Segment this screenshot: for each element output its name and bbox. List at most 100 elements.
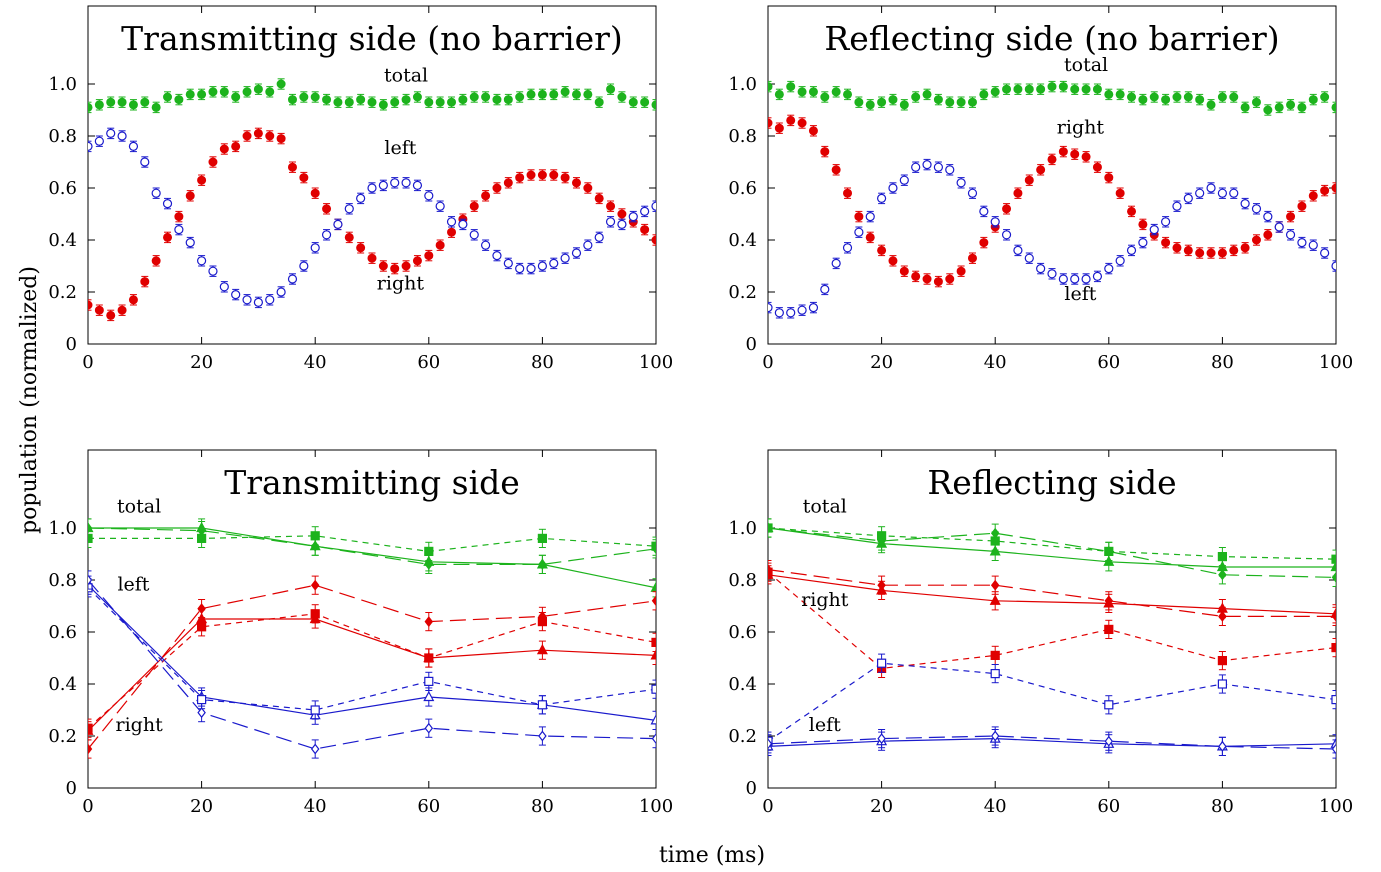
data-point xyxy=(197,175,207,185)
data-point xyxy=(843,89,853,99)
series-left xyxy=(768,158,1336,319)
data-point xyxy=(322,204,332,214)
data-point xyxy=(594,232,604,242)
data-point xyxy=(1331,694,1336,705)
series-left-diamond xyxy=(768,726,1336,759)
chart-panel-3: 0 20 40 60 80 100 0 0.2 0.4 0.6 0.8 1.0 Transmitting… xyxy=(48,449,673,817)
data-point xyxy=(877,579,886,591)
annotation-right: right xyxy=(801,589,849,611)
data-point xyxy=(797,118,807,128)
data-point xyxy=(424,546,434,557)
data-point xyxy=(1183,193,1193,203)
data-point xyxy=(1217,551,1228,562)
data-point xyxy=(1149,225,1159,235)
data-point xyxy=(344,97,354,107)
x-tick-label: 80 xyxy=(531,352,554,373)
data-point xyxy=(242,131,252,141)
plot-area xyxy=(768,80,1336,319)
data-point xyxy=(1286,212,1296,222)
data-point xyxy=(1104,624,1114,635)
data-point xyxy=(1172,243,1182,253)
data-point xyxy=(560,173,570,183)
data-point xyxy=(151,102,161,112)
series-total-diamond xyxy=(768,518,1336,587)
data-point xyxy=(820,147,830,157)
data-point xyxy=(197,603,206,615)
data-point xyxy=(1251,204,1262,214)
data-point xyxy=(617,209,627,219)
data-point xyxy=(820,92,830,102)
data-point xyxy=(650,649,656,660)
series-line xyxy=(768,574,1336,615)
x-tick-label: 40 xyxy=(304,352,327,373)
data-point xyxy=(310,743,320,755)
data-point xyxy=(424,722,434,734)
x-tick-label: 20 xyxy=(190,352,213,373)
data-point xyxy=(185,191,195,201)
data-point xyxy=(956,97,966,107)
data-point xyxy=(321,230,332,240)
data-point xyxy=(299,173,309,183)
data-point xyxy=(128,100,138,110)
plot-area xyxy=(88,78,656,322)
data-point xyxy=(1217,188,1228,198)
data-point xyxy=(922,160,932,170)
data-point xyxy=(1081,274,1091,284)
data-point xyxy=(515,92,525,102)
series-total-triangle xyxy=(768,518,1336,577)
data-point xyxy=(876,658,887,668)
data-point xyxy=(911,162,921,172)
data-point xyxy=(945,165,955,175)
data-point xyxy=(1251,235,1261,245)
chart-title: Transmitting side xyxy=(224,463,520,502)
x-tick-label: 0 xyxy=(762,352,773,373)
data-point xyxy=(1263,230,1273,240)
data-point xyxy=(990,650,1000,661)
data-point xyxy=(1047,269,1057,279)
data-point xyxy=(310,243,320,253)
data-point xyxy=(1240,102,1250,112)
data-point xyxy=(197,622,207,632)
data-point xyxy=(1047,154,1057,164)
data-point xyxy=(1104,545,1114,557)
data-point xyxy=(1104,700,1114,710)
series-line xyxy=(88,535,656,553)
data-point xyxy=(253,84,263,94)
data-point xyxy=(820,284,830,294)
y-tick-label: 0.4 xyxy=(48,230,77,251)
data-point xyxy=(990,579,1000,591)
series-left-triangle xyxy=(768,729,1336,756)
data-point xyxy=(492,183,502,193)
data-point xyxy=(640,225,650,235)
chart-panel-2: 0 20 40 60 80 100 0 0.2 0.4 0.6 0.8 1.0 Reflecting s… xyxy=(728,5,1353,373)
data-point xyxy=(1286,100,1296,110)
data-point xyxy=(538,558,547,570)
data-point xyxy=(945,97,955,107)
data-point xyxy=(1218,610,1227,622)
series-right-triangle xyxy=(768,565,1336,624)
data-point xyxy=(967,188,978,198)
data-point xyxy=(899,100,909,110)
data-point xyxy=(1251,97,1261,107)
y-tick-label: 0 xyxy=(66,334,77,355)
data-point xyxy=(1217,679,1228,689)
data-point xyxy=(1160,217,1171,227)
series-left-diamond xyxy=(88,570,656,759)
data-point xyxy=(640,206,650,216)
y-tick-label: 0.6 xyxy=(728,622,757,643)
data-point xyxy=(458,219,468,229)
data-point xyxy=(651,235,656,245)
data-point xyxy=(367,97,377,107)
data-point xyxy=(786,308,796,318)
data-point xyxy=(606,84,616,94)
data-point xyxy=(990,217,1000,227)
data-point xyxy=(651,733,656,745)
data-point xyxy=(583,183,593,193)
data-point xyxy=(538,610,547,622)
series-left-square xyxy=(88,578,656,720)
data-point xyxy=(1013,245,1023,255)
data-point xyxy=(1217,655,1228,666)
data-point xyxy=(526,89,536,99)
data-point xyxy=(94,100,104,110)
data-point xyxy=(276,134,286,144)
